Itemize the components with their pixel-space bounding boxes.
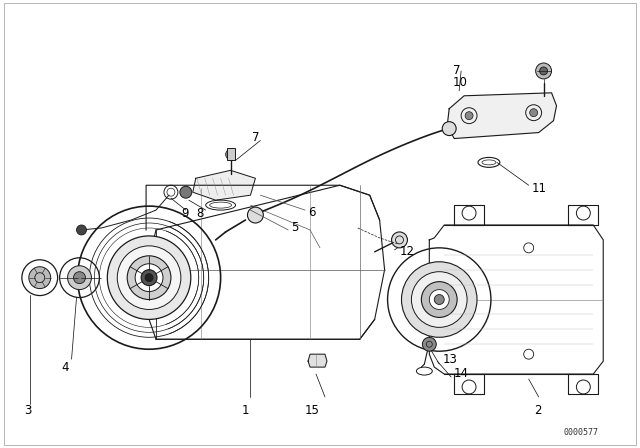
Text: 9: 9 [181, 207, 188, 220]
Circle shape [421, 282, 457, 318]
Circle shape [77, 225, 86, 235]
Text: 13: 13 [442, 353, 457, 366]
Polygon shape [193, 170, 255, 200]
Circle shape [135, 264, 163, 292]
Circle shape [530, 109, 538, 116]
Polygon shape [308, 354, 327, 367]
Text: 3: 3 [24, 405, 31, 418]
Circle shape [145, 274, 153, 282]
Text: 8: 8 [196, 207, 203, 220]
Circle shape [401, 262, 477, 337]
Text: 5: 5 [291, 221, 298, 234]
Circle shape [127, 256, 171, 300]
Circle shape [68, 266, 92, 289]
Text: 15: 15 [305, 405, 319, 418]
Text: 4: 4 [61, 361, 69, 374]
Circle shape [29, 267, 51, 289]
Text: 12: 12 [399, 246, 415, 258]
Circle shape [429, 289, 449, 310]
Circle shape [117, 246, 181, 310]
Circle shape [141, 270, 157, 286]
Text: 1: 1 [242, 405, 249, 418]
Circle shape [540, 67, 548, 75]
Circle shape [435, 294, 444, 305]
Circle shape [422, 337, 436, 351]
Circle shape [412, 271, 467, 327]
Circle shape [180, 186, 192, 198]
Text: 7: 7 [252, 131, 260, 144]
Circle shape [392, 232, 408, 248]
Circle shape [248, 207, 263, 223]
Text: 7: 7 [453, 65, 461, 78]
Text: 2: 2 [534, 405, 541, 418]
Text: 10: 10 [453, 76, 468, 90]
Polygon shape [447, 93, 557, 138]
Circle shape [225, 150, 236, 159]
Text: 11: 11 [532, 182, 547, 195]
Text: 14: 14 [454, 366, 469, 379]
FancyBboxPatch shape [227, 148, 234, 160]
Text: 0000577: 0000577 [563, 428, 598, 437]
Circle shape [465, 112, 473, 120]
Circle shape [536, 63, 552, 79]
Circle shape [108, 236, 191, 319]
Text: 6: 6 [308, 206, 316, 219]
Circle shape [74, 271, 86, 284]
Circle shape [442, 122, 456, 136]
